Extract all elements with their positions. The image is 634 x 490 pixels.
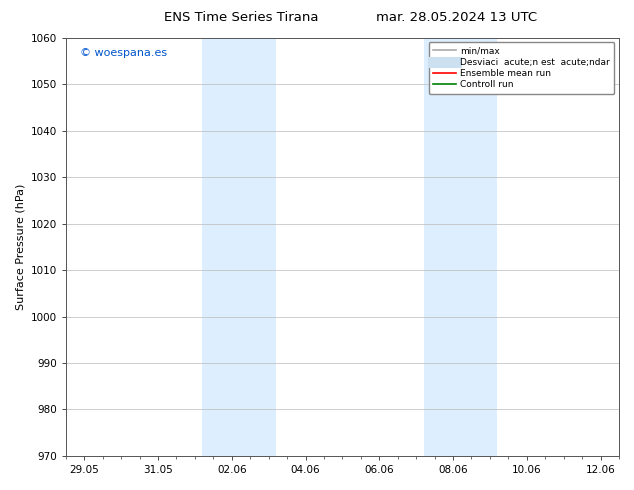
Bar — [202, 38, 276, 456]
Text: © woespana.es: © woespana.es — [80, 48, 167, 58]
Text: ENS Time Series Tirana: ENS Time Series Tirana — [164, 11, 318, 24]
Legend: min/max, Desviaci  acute;n est  acute;ndar, Ensemble mean run, Controll run: min/max, Desviaci acute;n est acute;ndar… — [429, 42, 614, 94]
Y-axis label: Surface Pressure (hPa): Surface Pressure (hPa) — [15, 184, 25, 310]
Text: mar. 28.05.2024 13 UTC: mar. 28.05.2024 13 UTC — [376, 11, 537, 24]
Bar — [424, 38, 497, 456]
